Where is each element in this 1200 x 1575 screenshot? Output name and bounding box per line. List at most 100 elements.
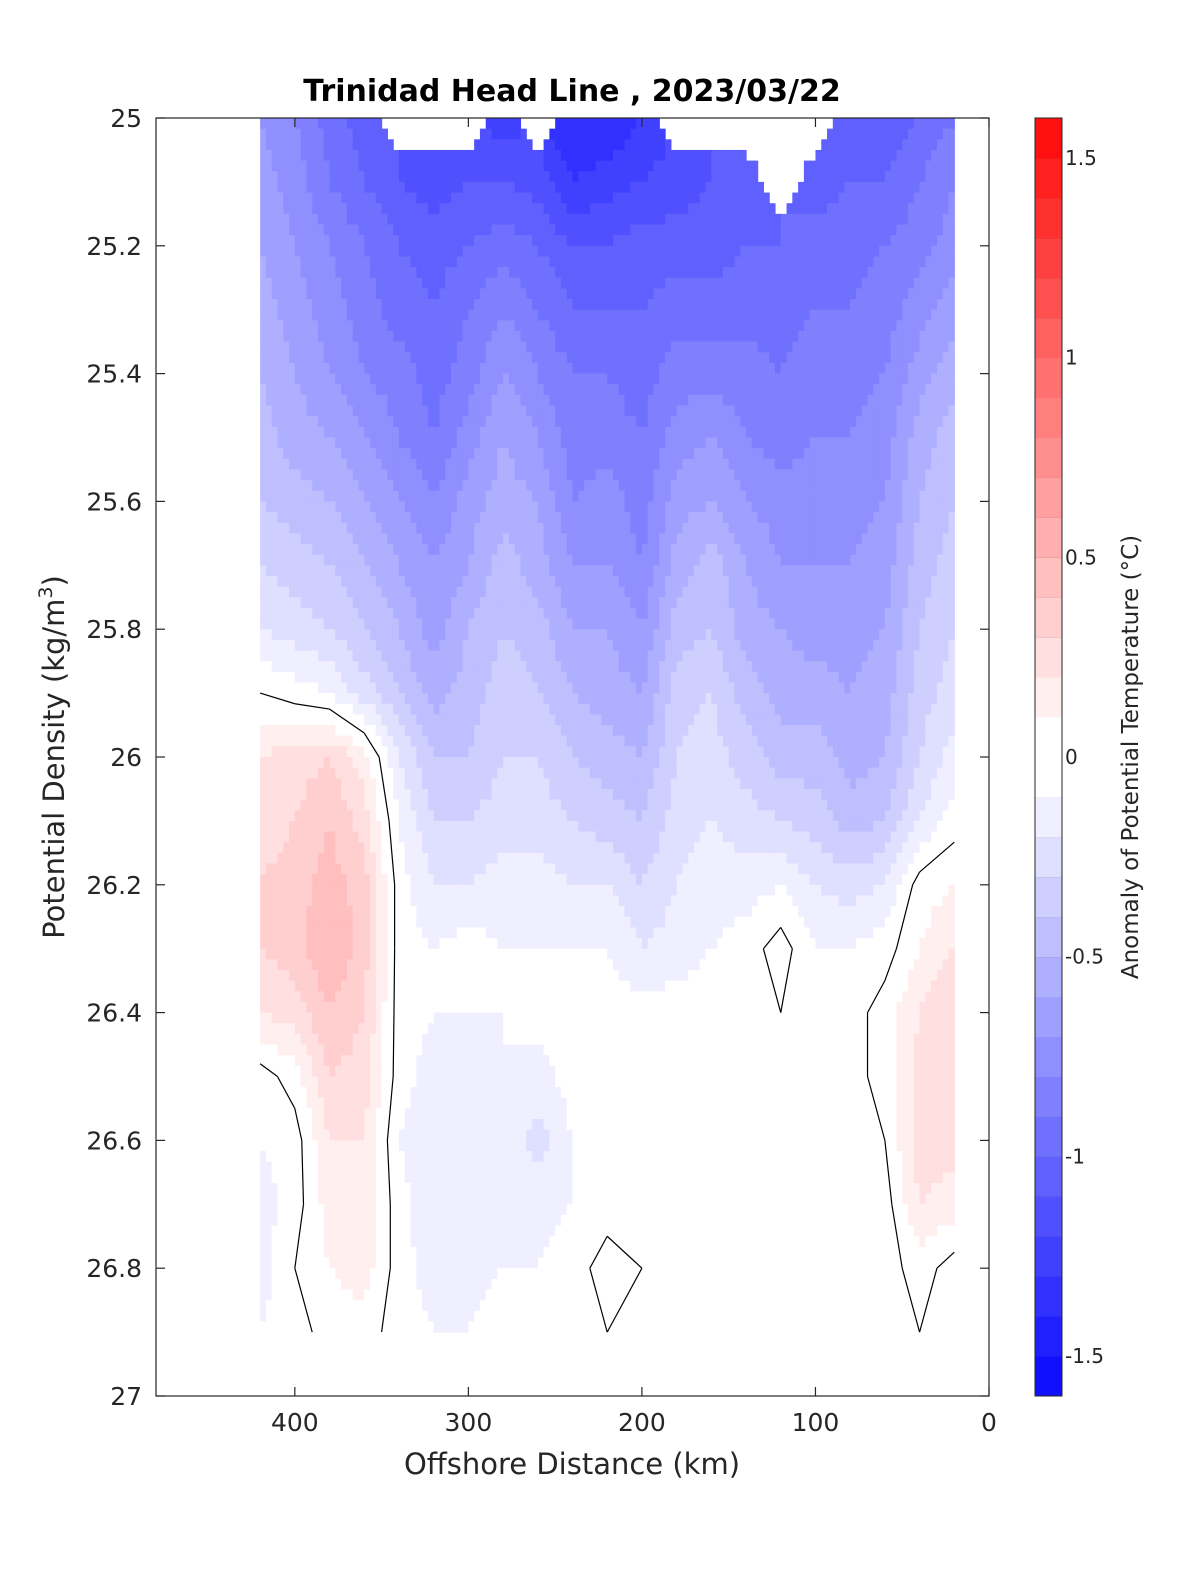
contour-cell bbox=[919, 480, 926, 492]
contour-cell bbox=[653, 181, 660, 194]
contour-cell bbox=[722, 192, 730, 204]
contour-cell bbox=[786, 267, 793, 279]
contour-cell bbox=[647, 309, 655, 321]
contour-cell bbox=[451, 171, 458, 183]
contour-cell bbox=[595, 448, 603, 460]
contour-cell bbox=[670, 309, 678, 321]
contour-cell bbox=[543, 458, 550, 471]
contour-cell bbox=[919, 267, 926, 279]
contour-cell bbox=[832, 245, 840, 258]
contour-cell bbox=[317, 245, 325, 258]
contour-cell bbox=[711, 384, 718, 396]
contour-cell bbox=[913, 267, 921, 279]
contour-cell bbox=[451, 203, 458, 215]
contour-cell bbox=[312, 490, 319, 502]
contour-cell bbox=[346, 426, 354, 439]
contour-cell bbox=[682, 362, 689, 375]
contour-cell bbox=[746, 362, 753, 375]
contour-cell bbox=[936, 426, 944, 439]
contour-cell bbox=[821, 480, 828, 492]
contour-cell bbox=[809, 458, 817, 471]
contour-cell bbox=[902, 437, 909, 449]
contour-cell bbox=[335, 267, 342, 279]
contour-cell bbox=[416, 181, 423, 194]
contour-cell bbox=[375, 309, 383, 321]
contour-cell bbox=[641, 405, 649, 417]
contour-cell bbox=[601, 160, 608, 172]
contour-cell bbox=[589, 384, 597, 396]
contour-cell bbox=[537, 373, 545, 385]
contour-cell bbox=[896, 256, 903, 268]
contour-cell bbox=[786, 277, 793, 289]
contour-cell bbox=[902, 139, 909, 151]
contour-cell bbox=[844, 416, 851, 428]
contour-cell bbox=[774, 416, 782, 428]
contour-cell bbox=[861, 512, 869, 524]
contour-cell bbox=[653, 448, 660, 460]
contour-cell bbox=[948, 480, 955, 492]
contour-cell bbox=[520, 171, 527, 183]
contour-cell bbox=[358, 128, 365, 140]
contour-cell bbox=[364, 618, 371, 630]
contour-cell bbox=[445, 299, 452, 311]
contour-cell bbox=[335, 394, 342, 407]
contour-cell bbox=[387, 331, 394, 343]
contour-cell bbox=[312, 480, 319, 492]
contour-cell bbox=[532, 490, 539, 502]
contour-cell bbox=[879, 373, 886, 385]
contour-cell bbox=[283, 149, 290, 162]
contour-cell bbox=[618, 160, 626, 172]
contour-cell bbox=[468, 480, 475, 492]
contour-cell bbox=[838, 160, 845, 172]
contour-cell bbox=[375, 299, 383, 311]
contour-cell bbox=[341, 181, 348, 194]
contour-cell bbox=[809, 512, 817, 524]
contour-cell bbox=[705, 480, 712, 492]
contour-cell bbox=[387, 267, 394, 279]
contour-cell bbox=[913, 192, 921, 204]
contour-cell bbox=[763, 245, 770, 258]
contour-cell bbox=[884, 149, 892, 162]
contour-cell bbox=[601, 256, 608, 268]
contour-cell bbox=[416, 171, 423, 183]
contour-cell bbox=[584, 245, 591, 258]
contour-cell bbox=[792, 267, 799, 279]
contour-cell bbox=[312, 203, 319, 215]
contour-cell bbox=[485, 352, 493, 364]
contour-cell bbox=[948, 203, 955, 215]
contour-cell bbox=[861, 426, 869, 439]
contour-cell bbox=[913, 331, 921, 343]
contour-cell bbox=[312, 426, 319, 439]
contour-cell bbox=[555, 405, 562, 417]
contour-cell bbox=[364, 490, 371, 502]
contour-cell bbox=[647, 245, 655, 258]
contour-cell bbox=[317, 469, 325, 481]
contour-cell bbox=[879, 458, 886, 471]
contour-cell bbox=[618, 480, 626, 492]
contour-cell bbox=[520, 213, 527, 226]
contour-cell bbox=[693, 544, 701, 556]
contour-cell bbox=[676, 181, 684, 194]
contour-cell bbox=[705, 149, 712, 162]
contour-cell bbox=[479, 245, 487, 258]
contour-cell bbox=[844, 245, 851, 258]
contour-cell bbox=[370, 554, 377, 566]
contour-cell bbox=[595, 171, 603, 183]
contour-cell bbox=[902, 522, 909, 534]
contour-cell bbox=[699, 416, 707, 428]
contour-cell bbox=[277, 384, 284, 396]
contour-cell bbox=[265, 575, 273, 588]
contour-cell bbox=[265, 618, 273, 630]
contour-cell bbox=[341, 618, 348, 630]
contour-cell bbox=[630, 522, 637, 534]
contour-cell bbox=[491, 554, 498, 566]
contour-cell bbox=[381, 480, 388, 492]
contour-cell bbox=[925, 139, 932, 151]
contour-cell bbox=[364, 352, 371, 364]
contour-cell bbox=[410, 277, 417, 289]
contour-cell bbox=[659, 139, 666, 151]
contour-cell bbox=[572, 277, 579, 289]
contour-cell bbox=[508, 149, 516, 162]
contour-cell bbox=[294, 490, 302, 502]
contour-cell bbox=[931, 501, 938, 513]
